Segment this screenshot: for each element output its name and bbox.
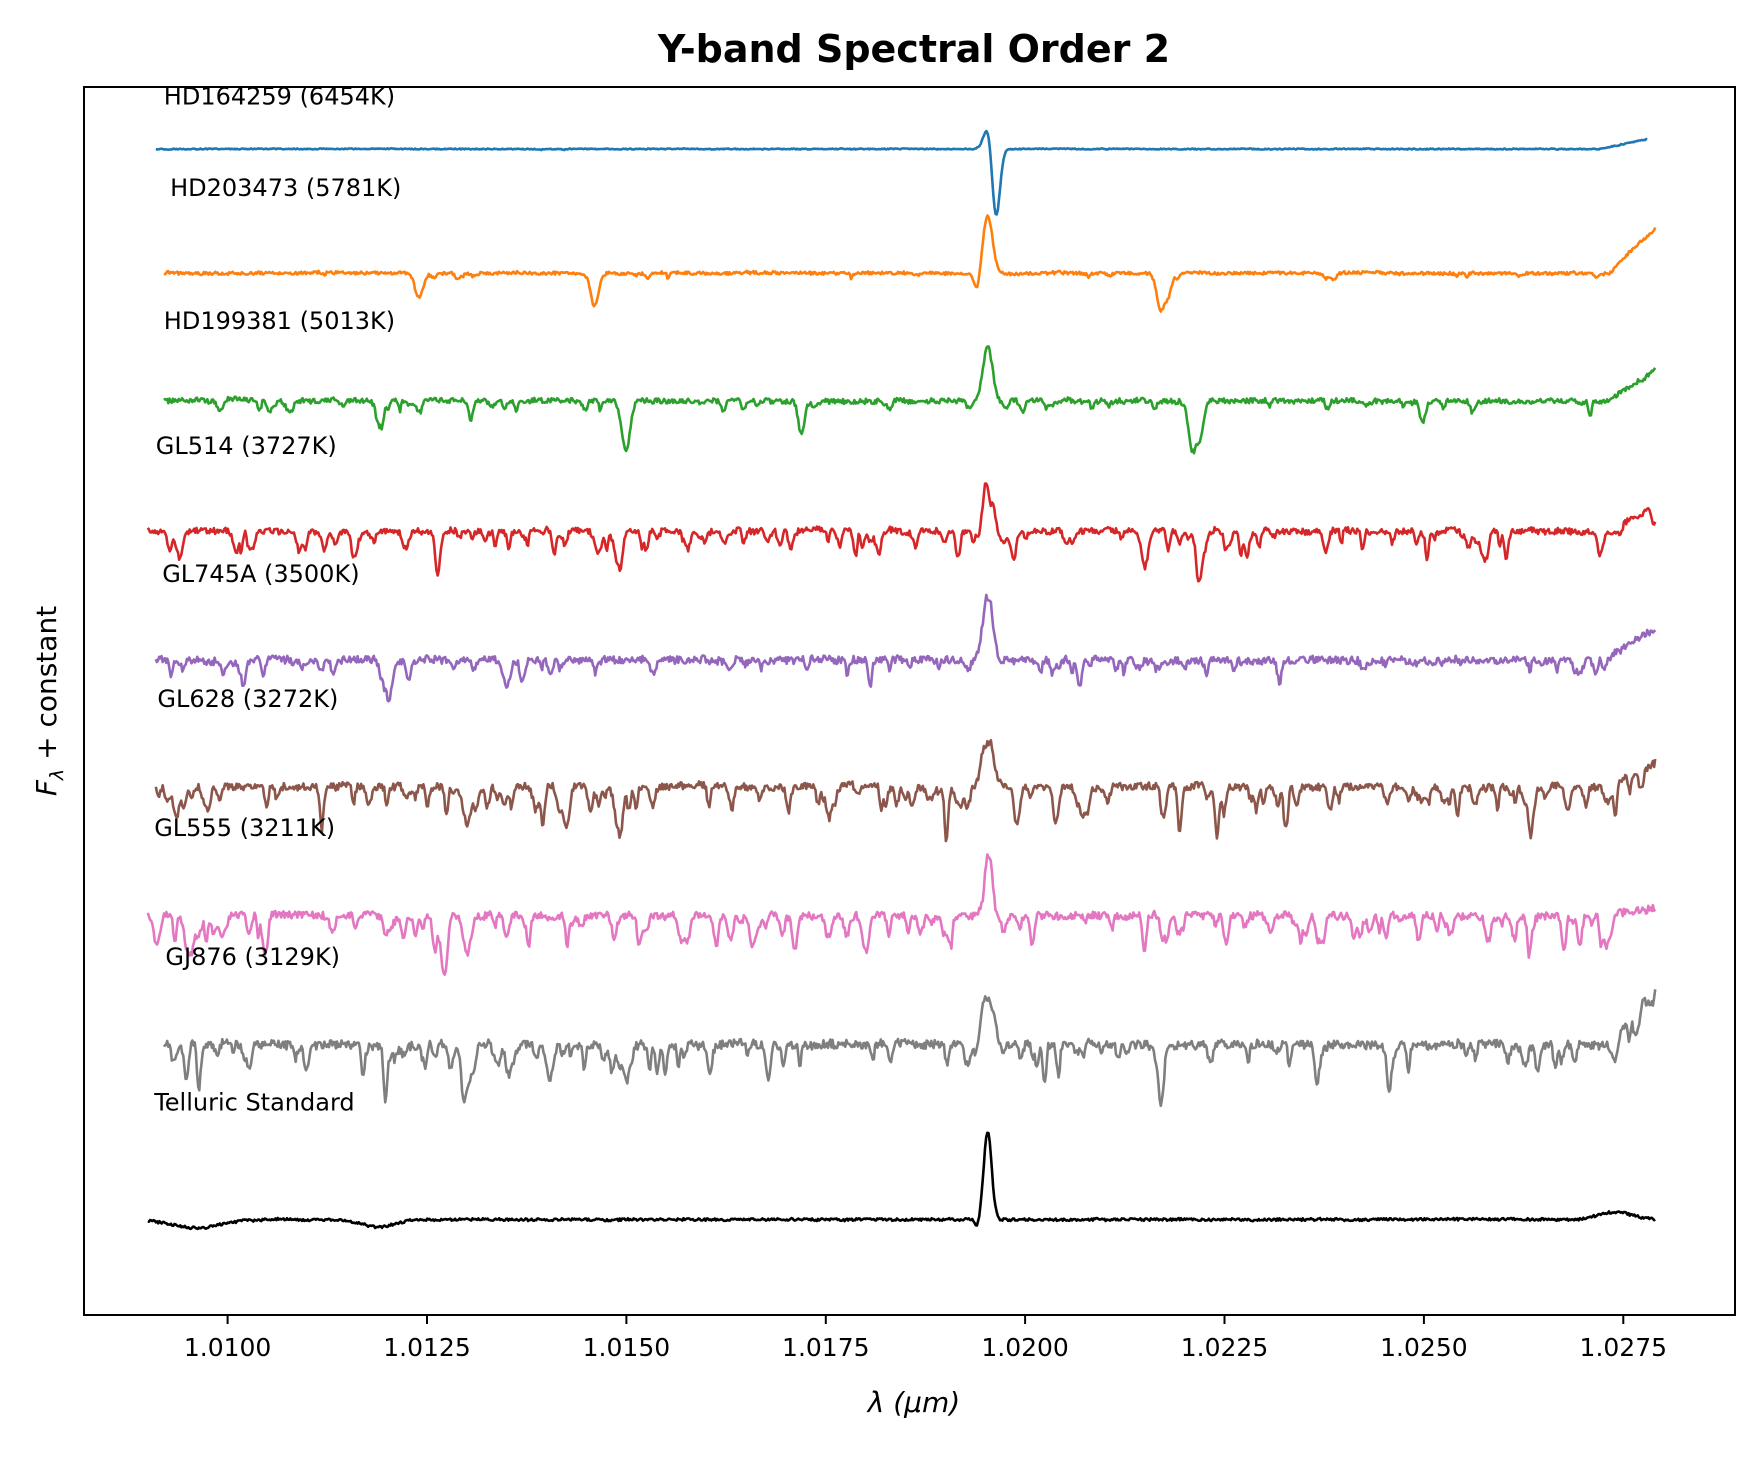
series-label-8: GJ876 (3129K)	[165, 943, 340, 971]
spectrum-line-1	[155, 129, 1648, 216]
spectrum-line-2	[163, 214, 1657, 313]
x-tick-label-4: 1.0175	[782, 1333, 869, 1362]
spectrum-line-5	[154, 593, 1657, 703]
spectrum-line-6	[154, 738, 1657, 843]
series-label-6: GL628 (3272K)	[157, 685, 338, 713]
series-label-5: GL745A (3500K)	[162, 560, 359, 588]
chart-title: Y-band Spectral Order 2	[657, 27, 1170, 71]
y-axis-label-main: F	[30, 779, 63, 796]
y-axis-label: Fλ + constant	[30, 606, 68, 796]
x-tick-label-5: 1.0200	[981, 1333, 1068, 1362]
spectrum-line-4	[146, 482, 1657, 583]
x-tick-layer: 1.0100 1.0125 1.0150 1.0175 1.0200 1.0225 1.02…	[184, 1315, 1667, 1362]
spectrum-line-8	[162, 989, 1657, 1108]
spectrum-line-7	[146, 853, 1657, 976]
spectrum-line-3	[163, 345, 1657, 455]
y-axis-label-rest: + constant	[30, 606, 63, 769]
x-tick-label-2: 1.0125	[383, 1333, 470, 1362]
series-label-4: GL514 (3727K)	[156, 432, 337, 460]
x-tick-label-1: 1.0100	[184, 1333, 271, 1362]
x-axis-label: λ (μm)	[866, 1386, 960, 1419]
x-tick-label-6: 1.0225	[1181, 1333, 1268, 1362]
x-tick-label-8: 1.0275	[1580, 1333, 1667, 1362]
series-layer	[146, 129, 1657, 1231]
y-axis-label-subscript: λ	[46, 769, 68, 781]
series-label-9: Telluric Standard	[153, 1088, 354, 1116]
series-label-3: HD199381 (5013K)	[164, 307, 395, 335]
spectrum-line-9	[147, 1131, 1656, 1231]
x-tick-label-7: 1.0250	[1380, 1333, 1467, 1362]
series-label-2: HD203473 (5781K)	[170, 174, 401, 202]
series-label-7: GL555 (3211K)	[154, 814, 335, 842]
plot-frame	[83, 86, 1736, 1316]
x-tick-label-3: 1.0150	[583, 1333, 670, 1362]
